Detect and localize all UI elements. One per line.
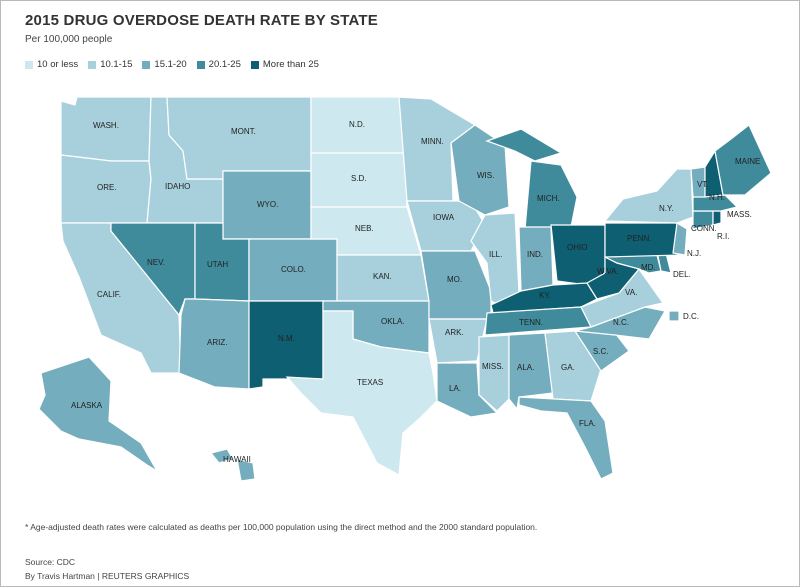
state-label-fl: FLA. [579, 419, 596, 428]
state-label-ar: ARK. [445, 328, 464, 337]
source: Source: CDC [25, 557, 76, 567]
legend-item-15-20: 15.1-20 [142, 59, 187, 70]
state-label-ma: MASS. [727, 210, 752, 219]
state-label-nm: N.M. [278, 334, 295, 343]
state-label-id: IDAHO [165, 182, 190, 191]
state-label-al: ALA. [517, 363, 534, 372]
state-label-la: LA. [449, 384, 461, 393]
credit: By Travis Hartman | REUTERS GRAPHICS [25, 571, 190, 581]
footnote: * Age-adjusted death rates were calculat… [25, 522, 538, 532]
state-label-md: MD. [641, 263, 656, 272]
state-mo[interactable] [420, 250, 492, 320]
state-oh[interactable] [550, 224, 606, 286]
state-hi[interactable] [209, 448, 234, 464]
state-label-pa: PENN. [627, 234, 651, 243]
state-label-mt: MONT. [231, 127, 256, 136]
state-label-sd: S.D. [351, 174, 367, 183]
state-label-ut: UTAH [207, 260, 228, 269]
legend-item-10-15: 10.1-15 [88, 59, 132, 70]
state-label-ia: IOWA [433, 213, 455, 222]
state-label-tx: TEXAS [357, 378, 383, 387]
state-la[interactable] [436, 362, 499, 418]
state-az[interactable] [178, 298, 250, 390]
state-label-nc: N.C. [613, 318, 629, 327]
state-label-nd: N.D. [349, 120, 365, 129]
state-label-ks: KAN. [373, 272, 392, 281]
state-label-nj: N.J. [687, 249, 701, 258]
state-label-ky: KY. [539, 291, 551, 300]
state-pa[interactable] [604, 222, 682, 258]
legend-label: 10 or less [37, 59, 79, 70]
state-label-il: ILL. [489, 250, 502, 259]
legend: 10 or less 10.1-15 15.1-20 20.1-25 More … [25, 59, 319, 70]
legend-label: 20.1-25 [208, 59, 241, 70]
state-label-me: MAINE [735, 157, 760, 166]
state-label-oh: OHIO [567, 243, 587, 252]
map-subtitle: Per 100,000 people [25, 34, 113, 45]
state-label-in: IND. [527, 250, 543, 259]
state-label-wy: WYO. [257, 200, 278, 209]
legend-item-10-or-less: 10 or less [25, 59, 78, 70]
legend-label: 10.1-15 [100, 59, 133, 70]
state-in[interactable] [518, 226, 554, 292]
state-label-ri: R.I. [717, 232, 729, 241]
state-label-wi: WIS. [477, 171, 494, 180]
us-map: WASH. ORE. CALIF. IDAHO NEV. MONT. WYO. … [38, 96, 772, 482]
state-label-mo: MO. [447, 275, 462, 284]
state-label-wa: WASH. [93, 121, 119, 130]
legend-item-more-than-25: More than 25 [250, 59, 319, 70]
state-label-va: VA. [625, 288, 637, 297]
state-dc[interactable] [668, 310, 680, 322]
state-fl[interactable] [518, 396, 614, 480]
state-label-ct: CONN. [691, 224, 717, 233]
state-label-ca: CALIF. [97, 290, 121, 299]
state-label-dc: D.C. [683, 312, 699, 321]
state-ga[interactable] [544, 330, 602, 402]
state-label-co: COLO. [281, 265, 306, 274]
state-label-ok: OKLA. [381, 317, 405, 326]
state-mt[interactable] [166, 96, 312, 180]
state-ar[interactable] [428, 318, 488, 364]
legend-label: More than 25 [262, 59, 319, 70]
state-hi-big-island[interactable] [236, 458, 256, 482]
legend-swatch [88, 60, 97, 69]
state-ms[interactable] [478, 334, 510, 412]
state-label-sc: S.C. [593, 347, 609, 356]
state-label-nh: N.H. [709, 193, 725, 202]
state-label-ms: MISS. [482, 362, 504, 371]
state-mi[interactable] [485, 128, 563, 162]
legend-swatch [196, 60, 205, 69]
state-nm[interactable] [248, 300, 324, 390]
legend-swatch [142, 60, 151, 69]
state-tx[interactable] [285, 310, 438, 476]
state-wi[interactable] [450, 124, 510, 216]
state-me[interactable] [714, 124, 772, 196]
legend-label: 15.1-20 [154, 59, 187, 70]
state-label-tn: TENN. [519, 318, 543, 327]
state-label-de: DEL. [673, 270, 691, 279]
state-label-ak: ALASKA [71, 401, 103, 410]
state-label-vt: VT. [697, 180, 709, 189]
state-ak[interactable] [38, 356, 159, 473]
state-label-mn: MINN. [421, 137, 444, 146]
state-ri[interactable] [712, 210, 722, 226]
state-label-ne: NEB. [355, 224, 374, 233]
legend-swatch [25, 60, 33, 69]
state-label-hi: HAWAII [223, 455, 251, 464]
legend-item-20-25: 20.1-25 [196, 59, 241, 70]
state-label-wv: W.VA. [597, 267, 619, 276]
state-ny[interactable] [603, 168, 694, 224]
state-label-ny: N.Y. [659, 204, 674, 213]
state-label-or: ORE. [97, 183, 117, 192]
state-label-mi: MICH. [537, 194, 560, 203]
state-label-nv: NEV. [147, 258, 165, 267]
state-label-ga: GA. [561, 363, 575, 372]
state-nj[interactable] [672, 222, 688, 256]
map-title: 2015 DRUG OVERDOSE DEATH RATE BY STATE [25, 12, 378, 29]
legend-swatch [250, 60, 259, 69]
state-label-az: ARIZ. [207, 338, 227, 347]
state-mi-lower[interactable] [524, 160, 578, 230]
